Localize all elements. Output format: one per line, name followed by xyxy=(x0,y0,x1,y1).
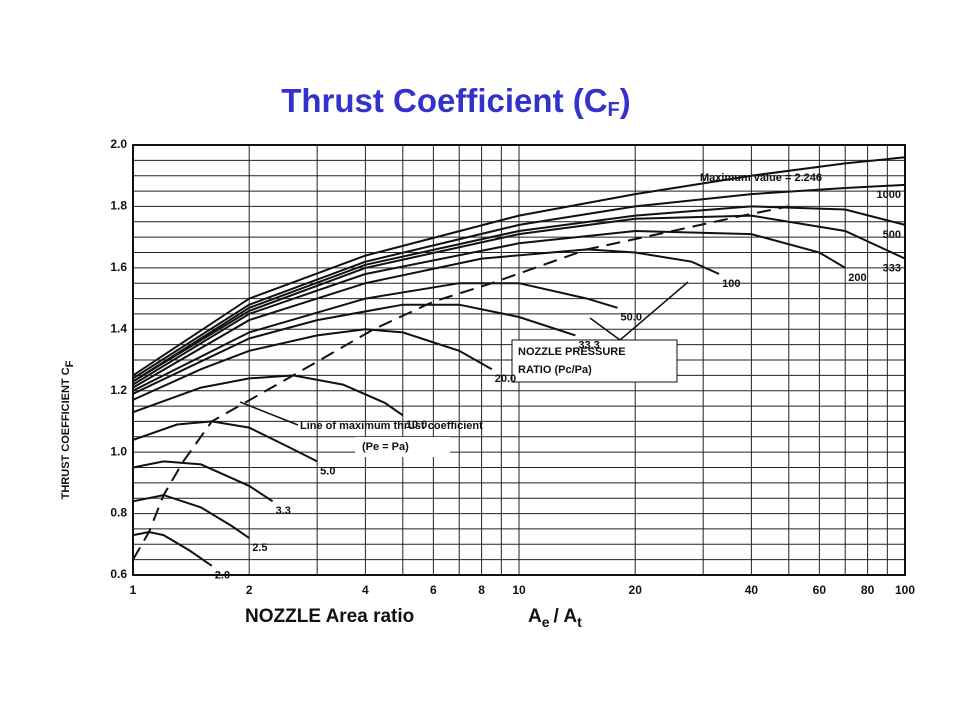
x-tick-label: 10 xyxy=(512,583,526,597)
series-line xyxy=(132,420,318,463)
series-line xyxy=(132,303,576,395)
x-tick-label: 60 xyxy=(813,583,827,597)
x-ratio-b: / A xyxy=(554,606,578,627)
x-axis-label: NOZZLE Area ratio xyxy=(245,606,414,627)
series-label: 2.5 xyxy=(252,542,267,554)
annotation: NOZZLE PRESSURE xyxy=(518,346,626,358)
y-tick-label: 1.4 xyxy=(110,321,127,335)
x-axis-ratio: Ae / At xyxy=(528,606,582,630)
series-line xyxy=(132,460,274,503)
annotation: (Pe = Pa) xyxy=(362,441,409,453)
x-ratio-a: A xyxy=(528,606,542,627)
series-label: 333 xyxy=(883,263,901,275)
series-line xyxy=(132,183,906,380)
x-tick-label: 2 xyxy=(246,583,253,597)
series-line xyxy=(132,530,213,567)
series-label: 33.3 xyxy=(578,339,599,351)
x-tick-label: 8 xyxy=(478,583,485,597)
y-tick-label: 1.6 xyxy=(110,260,127,274)
annotation-box xyxy=(355,437,450,457)
x-tick-label: 4 xyxy=(362,583,369,597)
y-tick-label: 0.8 xyxy=(110,506,127,520)
series-line xyxy=(132,229,846,386)
y-axis-label: THRUST COEFFICIENT CF xyxy=(60,360,76,499)
y-tick-label: 1.0 xyxy=(110,444,127,458)
series-label: 10.0 xyxy=(406,419,427,431)
series-label: 2.0 xyxy=(215,570,230,582)
x-tick-label: 1 xyxy=(130,583,137,597)
series-label: 20.0 xyxy=(495,373,516,385)
series-label: 200 xyxy=(848,272,866,284)
chart-title: Thrust Coefficient (CF) xyxy=(281,82,631,122)
series-line xyxy=(132,156,906,377)
x-ratio-sub2: t xyxy=(577,614,582,630)
series-label: 5.0 xyxy=(320,465,335,477)
x-tick-label: 80 xyxy=(861,583,875,597)
y-tick-label: 2.0 xyxy=(110,137,127,151)
y-label-text: THRUST COEFFICIENT C xyxy=(60,367,72,499)
series-line xyxy=(132,205,906,383)
y-tick-label: 1.2 xyxy=(110,383,127,397)
annotation-arrow xyxy=(589,281,689,341)
series-label: Line of maximum thrust coefficient xyxy=(300,420,483,432)
series-line xyxy=(132,282,618,392)
y-tick-label: 0.6 xyxy=(110,567,127,581)
series-label: 500 xyxy=(883,229,901,241)
x-tick-label: 6 xyxy=(430,583,437,597)
series-label: 50.0 xyxy=(621,312,642,324)
title-text: Thrust Coefficient (C xyxy=(281,82,607,119)
x-tick-label: 100 xyxy=(895,583,915,597)
series-label: 3.3 xyxy=(276,505,291,517)
series-line xyxy=(132,205,789,561)
title-subscript: F xyxy=(608,99,620,121)
series-label: 100 xyxy=(722,278,740,290)
series-line xyxy=(132,248,720,389)
series-line xyxy=(132,494,250,539)
annotation-box xyxy=(511,339,678,383)
x-ratio-sub: e xyxy=(542,614,550,630)
series-label: 1000 xyxy=(877,189,901,201)
y-tick-label: 1.8 xyxy=(110,199,127,213)
series-line xyxy=(132,214,906,383)
series-line xyxy=(132,328,493,401)
annotation: RATIO (Pc/Pa) xyxy=(518,364,592,376)
y-label-subscript: F xyxy=(64,360,76,367)
annotation-arrow xyxy=(239,401,299,426)
x-tick-label: 40 xyxy=(745,583,759,597)
series-label: Maximum value = 2.246 xyxy=(700,172,822,184)
plot-frame xyxy=(132,144,906,576)
x-tick-label: 20 xyxy=(629,583,643,597)
title-suffix: ) xyxy=(620,82,631,119)
